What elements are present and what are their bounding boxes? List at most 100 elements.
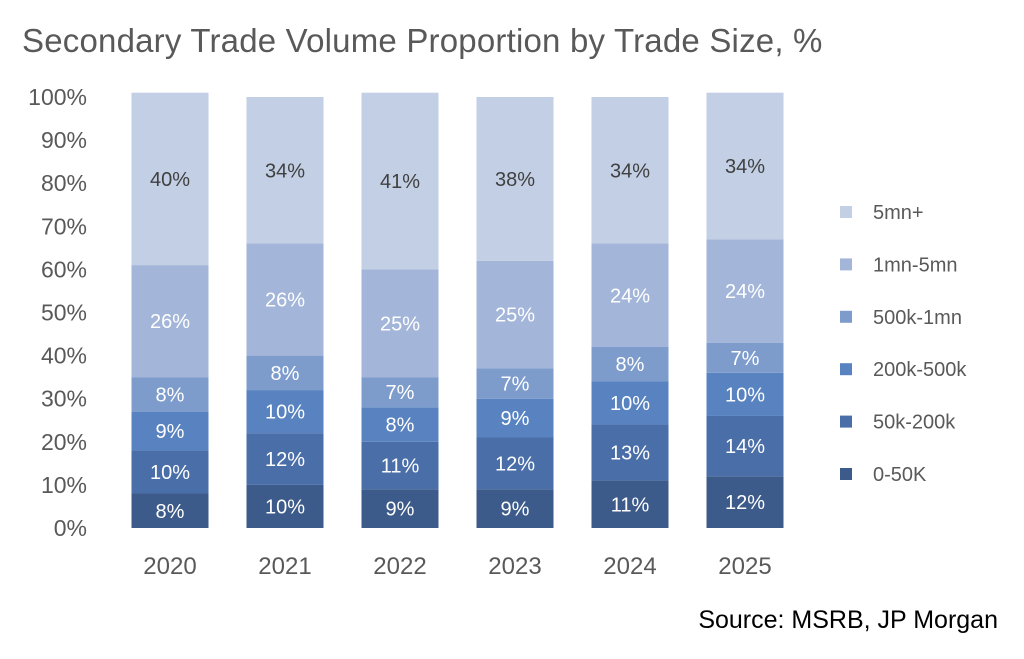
- bar-segment: [131, 92, 209, 266]
- bar-segment: [246, 484, 324, 528]
- y-axis-ticks: 0% 10% 20% 30% 40% 50% 60% 70% 80% 90% 100%: [28, 84, 87, 541]
- legend-label: 5mn+: [873, 202, 924, 224]
- data-label: 9%: [386, 499, 415, 521]
- data-label: 10%: [265, 402, 305, 424]
- data-label: 41%: [380, 171, 420, 193]
- bar-segment: [131, 411, 209, 451]
- legend-swatch: [840, 415, 852, 428]
- bar-segment: [591, 346, 669, 382]
- bar-segment: [361, 269, 439, 378]
- bar-segment: [361, 92, 439, 270]
- y-tick-label: 10%: [41, 472, 87, 498]
- data-label: 9%: [501, 408, 530, 430]
- data-label: 34%: [725, 156, 765, 178]
- chart-title: Secondary Trade Volume Proportion by Tra…: [22, 22, 823, 59]
- data-label: 8%: [271, 363, 300, 385]
- data-label: 26%: [150, 311, 190, 333]
- data-labels: 8% 10% 9% 8% 26% 40% 10% 12% 10% 8% 26% 34% 9% 11% 8% 7…: [150, 156, 765, 523]
- bar-segment: [246, 243, 324, 356]
- bar-segment: [591, 97, 669, 244]
- data-label: 24%: [610, 285, 650, 307]
- data-label: 38%: [495, 169, 535, 191]
- x-tick-label: 2022: [373, 553, 426, 580]
- data-label: 10%: [265, 496, 305, 518]
- data-label: 34%: [610, 160, 650, 182]
- bar-segment: [246, 433, 324, 485]
- data-label: 8%: [156, 501, 185, 523]
- x-tick-label: 2024: [603, 553, 656, 580]
- y-tick-label: 20%: [41, 429, 87, 455]
- y-tick-label: 70%: [41, 213, 87, 239]
- y-tick-label: 40%: [41, 343, 87, 369]
- bar-segment: [476, 398, 554, 438]
- data-label: 12%: [265, 449, 305, 471]
- bar-segment: [361, 377, 439, 408]
- data-label: 26%: [265, 290, 305, 312]
- data-label: 7%: [731, 348, 760, 370]
- bar-segment: [246, 390, 324, 434]
- bar-segment: [246, 97, 324, 244]
- data-label: 9%: [501, 499, 530, 521]
- data-label: 9%: [156, 421, 185, 443]
- data-label: 8%: [156, 384, 185, 406]
- bars: [131, 92, 784, 528]
- data-label: 14%: [725, 436, 765, 458]
- legend-label: 500k-1mn: [873, 307, 962, 329]
- bar-segment: [131, 493, 209, 528]
- legend-swatch: [840, 258, 852, 271]
- data-label: 25%: [380, 313, 420, 335]
- source-note: Source: MSRB, JP Morgan: [698, 606, 998, 634]
- y-tick-label: 30%: [41, 386, 87, 412]
- bar-segment: [706, 342, 784, 373]
- bar-segment: [476, 368, 554, 399]
- bar-segment: [591, 243, 669, 347]
- bar-segment: [476, 489, 554, 528]
- x-tick-label: 2025: [718, 553, 771, 580]
- y-tick-label: 100%: [28, 84, 87, 110]
- legend-label: 0-50K: [873, 464, 927, 486]
- legend-label: 50k-200k: [873, 412, 956, 434]
- data-label: 34%: [265, 160, 305, 182]
- bar-segment: [591, 424, 669, 481]
- bar-segment: [131, 450, 209, 494]
- legend: 5mn+ 1mn-5mn 500k-1mn 200k-500k 50k-200k 0-50…: [840, 202, 967, 486]
- data-label: 11%: [381, 456, 420, 478]
- data-label: 8%: [616, 354, 645, 376]
- bar-segment: [706, 415, 784, 477]
- bar-segment: [246, 355, 324, 391]
- bar-segment: [476, 260, 554, 369]
- bar-segment: [361, 407, 439, 442]
- bar-segment: [591, 381, 669, 425]
- data-label: 7%: [501, 374, 530, 396]
- data-label: 10%: [150, 462, 190, 484]
- data-label: 40%: [150, 169, 190, 191]
- bar-segment: [131, 377, 209, 412]
- legend-swatch: [840, 206, 852, 218]
- legend-label: 200k-500k: [873, 359, 967, 381]
- y-tick-label: 0%: [54, 515, 87, 541]
- x-axis-ticks: 2020 2021 2022 2023 2024 2025: [143, 553, 771, 580]
- y-tick-label: 90%: [41, 127, 87, 153]
- data-label: 12%: [725, 492, 765, 514]
- bar-segment: [591, 480, 669, 528]
- data-label: 13%: [610, 443, 650, 465]
- y-tick-label: 80%: [41, 170, 87, 196]
- data-label: 7%: [386, 382, 415, 404]
- data-label: 12%: [495, 453, 535, 475]
- bar-segment: [706, 476, 784, 528]
- legend-label: 1mn-5mn: [873, 254, 957, 276]
- bar-segment: [476, 437, 554, 490]
- y-tick-label: 50%: [41, 300, 87, 326]
- legend-swatch: [840, 468, 852, 480]
- data-label: 10%: [725, 384, 765, 406]
- bar-segment: [706, 92, 784, 240]
- data-label: 10%: [610, 393, 650, 415]
- legend-swatch: [840, 363, 852, 376]
- data-label: 8%: [386, 415, 415, 437]
- legend-swatch: [840, 310, 852, 323]
- bar-segment: [131, 265, 209, 378]
- data-label: 11%: [611, 494, 650, 516]
- bar-segment: [361, 441, 439, 490]
- bar-segment: [476, 97, 554, 261]
